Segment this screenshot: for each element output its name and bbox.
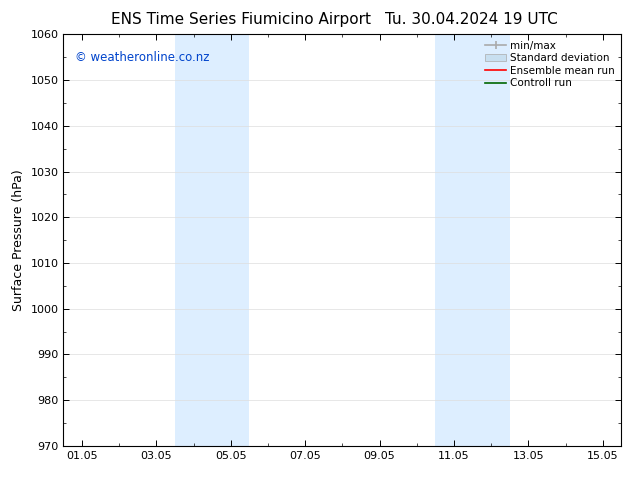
Text: ENS Time Series Fiumicino Airport: ENS Time Series Fiumicino Airport xyxy=(111,12,371,27)
Text: Tu. 30.04.2024 19 UTC: Tu. 30.04.2024 19 UTC xyxy=(385,12,558,27)
Bar xyxy=(436,34,510,446)
Bar xyxy=(175,34,249,446)
Text: © weatheronline.co.nz: © weatheronline.co.nz xyxy=(75,51,209,64)
Legend: min/max, Standard deviation, Ensemble mean run, Controll run: min/max, Standard deviation, Ensemble me… xyxy=(481,36,619,93)
Y-axis label: Surface Pressure (hPa): Surface Pressure (hPa) xyxy=(12,169,25,311)
